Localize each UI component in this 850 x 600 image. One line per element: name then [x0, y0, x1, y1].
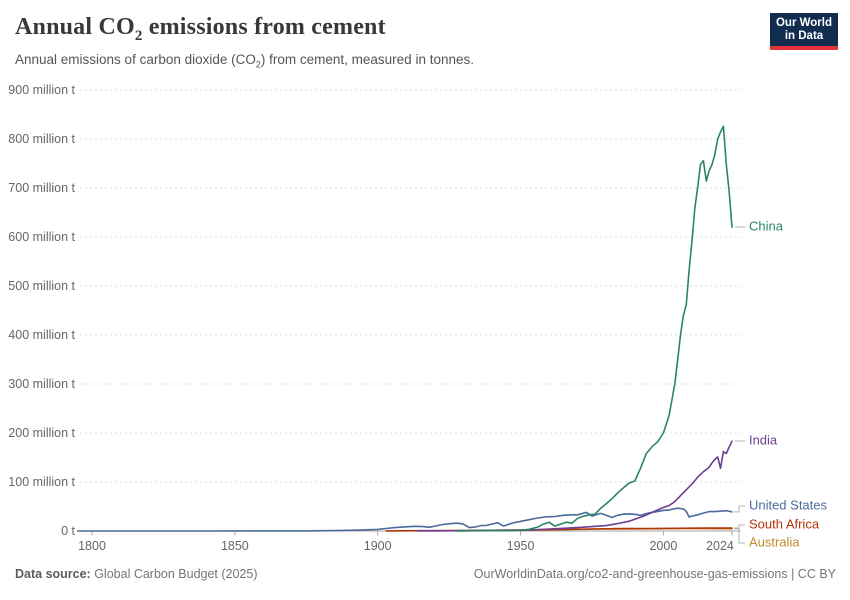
- y-tick-label-400: 400 million t: [8, 328, 75, 342]
- series-line-china[interactable]: [456, 125, 733, 532]
- owid-logo-line1: Our World: [775, 17, 832, 29]
- series-connector-united-states: [733, 505, 745, 513]
- x-tick-label-1800: 1800: [78, 539, 106, 553]
- chart-subtitle: Annual emissions of carbon dioxide (CO2)…: [15, 52, 474, 70]
- owid-logo[interactable]: Our World in Data: [770, 13, 838, 50]
- y-tick-label-300: 300 million t: [8, 377, 75, 391]
- series-label-south-africa[interactable]: South Africa: [749, 516, 820, 531]
- series-label-united-states[interactable]: United States: [749, 497, 828, 512]
- x-tick-label-2024: 2024: [706, 539, 734, 553]
- y-tick-label-0: 0 t: [61, 524, 75, 538]
- series-connector-australia: [733, 528, 745, 544]
- y-tick-label-500: 500 million t: [8, 279, 75, 293]
- x-tick-label-1950: 1950: [507, 539, 535, 553]
- y-tick-label-200: 200 million t: [8, 426, 75, 440]
- data-source-label: Data source:: [15, 567, 91, 581]
- credit-link[interactable]: OurWorldinData.org/co2-and-greenhouse-ga…: [473, 567, 836, 581]
- owid-logo-line2: in Data: [784, 30, 824, 42]
- y-tick-label-900: 900 million t: [8, 83, 75, 97]
- series-label-australia[interactable]: Australia: [749, 534, 800, 549]
- series-label-china[interactable]: China: [749, 218, 784, 233]
- series-line-united-states[interactable]: [76, 507, 733, 532]
- x-tick-label-2000: 2000: [649, 539, 677, 553]
- y-tick-label-100: 100 million t: [8, 475, 75, 489]
- data-source: Data source: Global Carbon Budget (2025): [15, 567, 258, 581]
- y-tick-label-700: 700 million t: [8, 181, 75, 195]
- y-tick-label-600: 600 million t: [8, 230, 75, 244]
- x-tick-label-1900: 1900: [364, 539, 392, 553]
- y-tick-label-800: 800 million t: [8, 132, 75, 146]
- series-label-india[interactable]: India: [749, 432, 778, 447]
- series-connector-south-africa: [733, 524, 745, 529]
- x-tick-label-1850: 1850: [221, 539, 249, 553]
- series-line-india[interactable]: [416, 440, 733, 532]
- data-source-value: Global Carbon Budget (2025): [90, 567, 258, 581]
- page-title: Annual CO2 emissions from cement: [15, 14, 386, 44]
